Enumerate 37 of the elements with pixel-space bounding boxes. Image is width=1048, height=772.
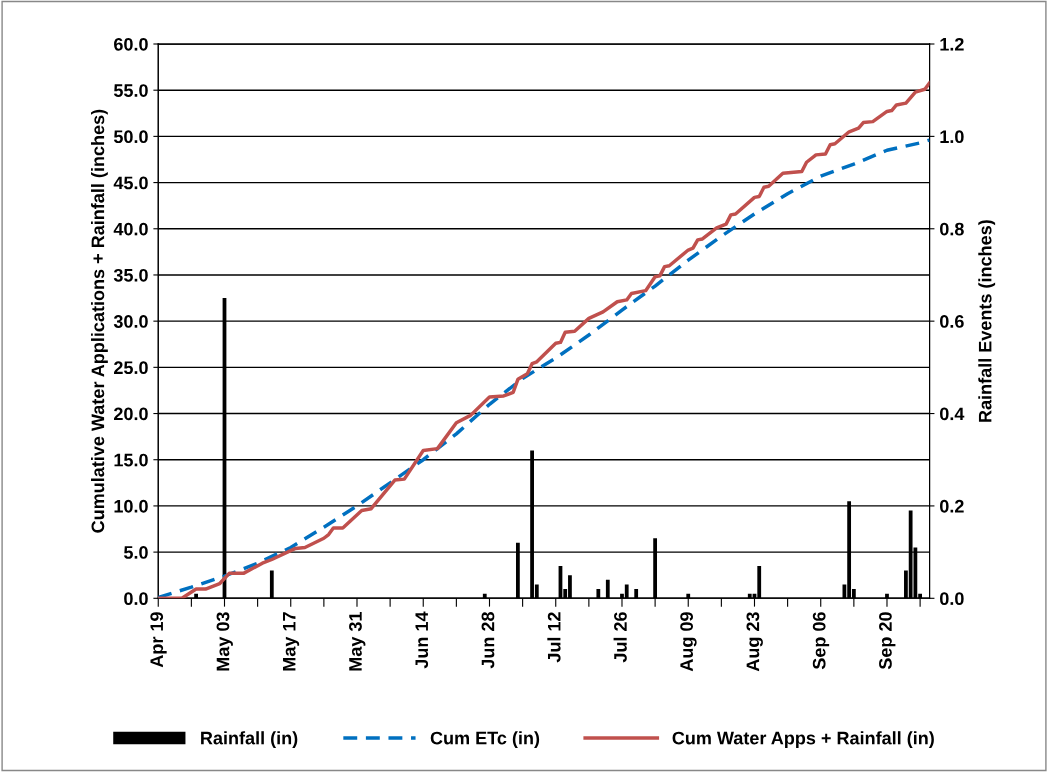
y2-tick-label: 0.2 xyxy=(940,499,964,513)
y2-tick-label: 1.2 xyxy=(940,37,964,51)
y2-tick-label: 1.0 xyxy=(940,130,964,144)
x-tick-label: May 03 xyxy=(216,612,233,671)
x-tick-label: Sep 06 xyxy=(812,612,830,670)
y2-tick-label: 0.6 xyxy=(940,315,964,328)
y-tick-label: 35.0 xyxy=(113,268,148,282)
y-tick-label: 10.0 xyxy=(114,499,148,513)
y-tick-label: 20.0 xyxy=(114,407,148,421)
x-tick-label: Apr 19 xyxy=(150,612,167,668)
x-tick-label: May 31 xyxy=(349,611,366,671)
y-tick-label: 25.0 xyxy=(114,361,148,375)
y2-axis-title: Rainfall Events (inches) xyxy=(978,220,996,422)
x-tick-label: May 17 xyxy=(282,612,300,671)
y-axis-title: Cumulative Water Applications + Rainfall (inches) xyxy=(91,109,108,533)
x-tick-label: Aug 23 xyxy=(746,612,763,672)
y-tick-label: 55.0 xyxy=(113,84,148,97)
y-tick-label: 30.0 xyxy=(113,315,148,328)
x-tick-label: Jul 26 xyxy=(613,612,627,663)
y-tick-label: 40.0 xyxy=(113,222,148,236)
x-tick-label: Sep 20 xyxy=(879,612,896,670)
x-tick-label: Jun 28 xyxy=(481,612,495,669)
x-tick-label: Aug 09 xyxy=(680,612,697,672)
y2-tick-label: 0.4 xyxy=(940,407,965,421)
y-tick-label: 5.0 xyxy=(123,546,148,559)
y-tick-label: 60.0 xyxy=(114,37,148,51)
y-tick-label: 50.0 xyxy=(113,130,148,144)
legend-label: Cum Water Apps + Rainfall (in) xyxy=(672,731,934,749)
y2-tick-label: 0.8 xyxy=(940,222,964,236)
y-tick-label: 15.0 xyxy=(114,453,148,467)
legend-label: Cum ETc (in) xyxy=(430,731,540,749)
legend-label: Rainfall (in) xyxy=(201,731,298,749)
x-tick-label: Jul 12 xyxy=(547,612,561,663)
y2-tick-label: 0.0 xyxy=(940,592,964,606)
y-tick-label: 45.0 xyxy=(113,176,148,190)
y-tick-label: 0.0 xyxy=(124,592,148,606)
x-tick-label: Jun 14 xyxy=(415,611,429,669)
